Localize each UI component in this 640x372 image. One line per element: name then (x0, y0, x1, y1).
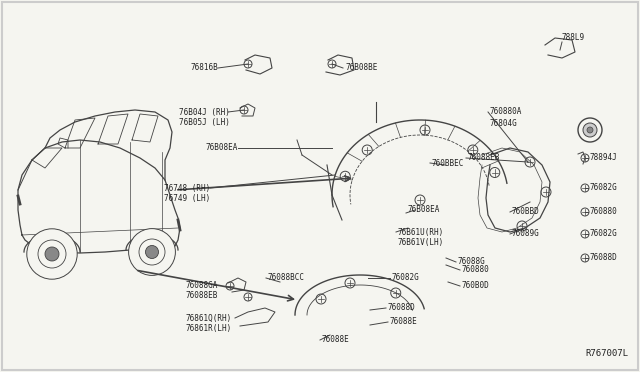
Circle shape (583, 123, 597, 137)
Text: 760BBEC: 760BBEC (432, 158, 465, 167)
Text: 76804G: 76804G (490, 119, 518, 128)
Text: 76082G: 76082G (590, 183, 618, 192)
Text: 76B61V(LH): 76B61V(LH) (398, 237, 444, 247)
Circle shape (139, 239, 165, 265)
Text: 76861R(LH): 76861R(LH) (185, 324, 231, 333)
Circle shape (578, 118, 602, 142)
Text: 76088E: 76088E (390, 317, 418, 327)
Text: R767007L: R767007L (585, 349, 628, 358)
Text: 76088GA: 76088GA (185, 280, 218, 289)
Text: 76B04J (RH): 76B04J (RH) (179, 108, 230, 116)
Text: 76B08EA: 76B08EA (205, 144, 238, 153)
Text: 76088BCC: 76088BCC (268, 273, 305, 282)
Circle shape (145, 246, 159, 259)
Text: 76749 (LH): 76749 (LH) (164, 193, 210, 202)
Text: 76082G: 76082G (392, 273, 420, 282)
Text: 76088EB: 76088EB (185, 292, 218, 301)
Text: 76861Q(RH): 76861Q(RH) (185, 314, 231, 323)
Polygon shape (486, 148, 550, 232)
Circle shape (587, 127, 593, 133)
Text: 788L9: 788L9 (562, 33, 585, 42)
Circle shape (38, 240, 66, 268)
Text: 76088E: 76088E (322, 336, 349, 344)
Text: 76088G: 76088G (458, 257, 486, 266)
Text: 760BBD: 760BBD (512, 208, 540, 217)
Text: 76088D: 76088D (590, 253, 618, 263)
Text: 78894J: 78894J (590, 154, 618, 163)
Text: 76748 (RH): 76748 (RH) (164, 183, 210, 192)
Text: 76082G: 76082G (590, 230, 618, 238)
Text: 760880: 760880 (590, 208, 618, 217)
Text: 76B08EA: 76B08EA (408, 205, 440, 215)
Circle shape (27, 229, 77, 279)
Text: 76816B: 76816B (190, 64, 218, 73)
Text: 76088D: 76088D (388, 304, 416, 312)
Text: 76B05J (LH): 76B05J (LH) (179, 118, 230, 126)
Text: 76089G: 76089G (512, 230, 540, 238)
Text: 76B61U(RH): 76B61U(RH) (398, 228, 444, 237)
Text: 760880: 760880 (462, 266, 490, 275)
Text: 76B08BE: 76B08BE (345, 64, 378, 73)
Text: 760B0D: 760B0D (462, 282, 490, 291)
Circle shape (45, 247, 59, 261)
Text: 760880A: 760880A (490, 108, 522, 116)
Circle shape (129, 229, 175, 275)
Text: 76088EB: 76088EB (468, 154, 500, 163)
